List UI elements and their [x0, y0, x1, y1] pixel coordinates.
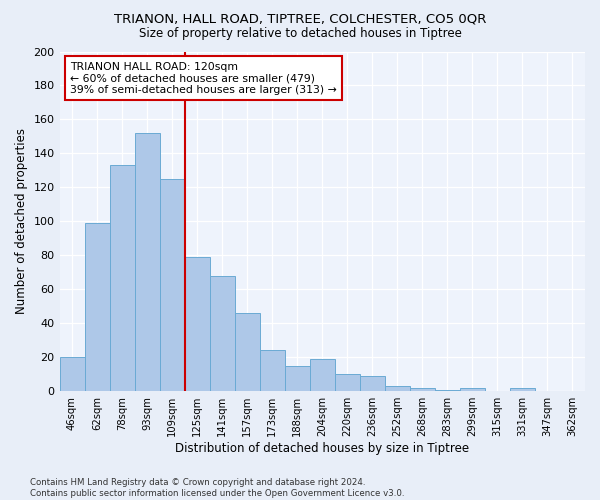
Bar: [235, 313, 260, 391]
Bar: [85, 223, 110, 391]
Bar: [335, 374, 360, 391]
Bar: [435, 390, 460, 391]
Bar: [110, 166, 134, 391]
Y-axis label: Number of detached properties: Number of detached properties: [15, 128, 28, 314]
Bar: [410, 388, 435, 391]
Bar: [260, 350, 285, 391]
Bar: [185, 257, 209, 391]
Bar: [510, 388, 535, 391]
Text: TRIANON, HALL ROAD, TIPTREE, COLCHESTER, CO5 0QR: TRIANON, HALL ROAD, TIPTREE, COLCHESTER,…: [114, 12, 486, 26]
Bar: [134, 133, 160, 391]
Bar: [460, 388, 485, 391]
Bar: [285, 366, 310, 391]
Bar: [160, 179, 185, 391]
Text: Contains HM Land Registry data © Crown copyright and database right 2024.
Contai: Contains HM Land Registry data © Crown c…: [30, 478, 404, 498]
Text: TRIANON HALL ROAD: 120sqm
← 60% of detached houses are smaller (479)
39% of semi: TRIANON HALL ROAD: 120sqm ← 60% of detac…: [70, 62, 337, 95]
Bar: [385, 386, 410, 391]
X-axis label: Distribution of detached houses by size in Tiptree: Distribution of detached houses by size …: [175, 442, 469, 455]
Bar: [310, 359, 335, 391]
Bar: [360, 376, 385, 391]
Bar: [209, 276, 235, 391]
Bar: [59, 357, 85, 391]
Text: Size of property relative to detached houses in Tiptree: Size of property relative to detached ho…: [139, 28, 461, 40]
